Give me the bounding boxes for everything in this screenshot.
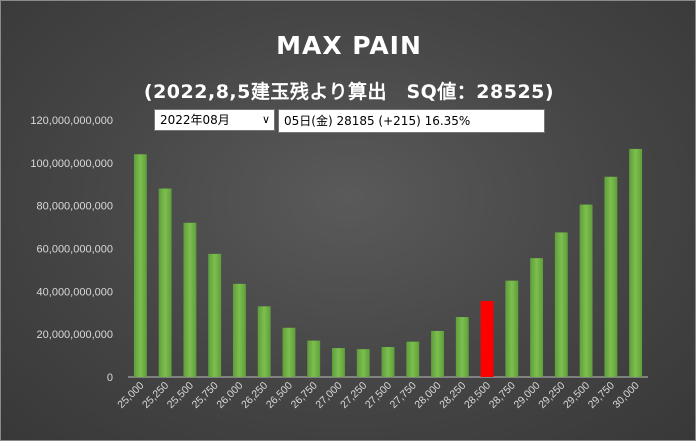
bar xyxy=(257,306,271,377)
x-tick-label: 27,500 xyxy=(363,380,394,411)
chart-title: MAX PAIN xyxy=(276,31,422,60)
price-info-box: 05日(金) 28185 (+215) 16.35% xyxy=(278,109,545,133)
y-tick-label: 120,000,000,000 xyxy=(30,115,113,127)
y-tick-label: 20,000,000,000 xyxy=(37,329,113,341)
bar-highlight xyxy=(480,300,494,377)
x-tick-label: 26,750 xyxy=(289,380,320,411)
bar xyxy=(505,280,519,377)
bar xyxy=(356,349,370,377)
x-tick-label: 27,250 xyxy=(338,380,369,411)
bar xyxy=(406,341,420,377)
x-tick-label: 28,250 xyxy=(437,380,468,411)
bar xyxy=(530,258,544,377)
bar xyxy=(307,340,321,377)
month-select-value: 2022年08月 xyxy=(160,113,230,127)
y-tick-label: 40,000,000,000 xyxy=(37,286,113,298)
x-tick-label: 27,000 xyxy=(313,380,344,411)
bar xyxy=(158,188,172,377)
x-tick-label: 25,000 xyxy=(115,380,146,411)
x-tick-label: 25,500 xyxy=(165,380,196,411)
bar xyxy=(381,347,395,377)
bar xyxy=(183,222,197,377)
y-tick-label: 100,000,000,000 xyxy=(30,158,113,170)
x-tick-label: 27,750 xyxy=(388,380,419,411)
bar xyxy=(554,232,568,377)
bar xyxy=(232,283,246,377)
bar xyxy=(579,204,593,377)
bar xyxy=(332,348,345,377)
x-tick-label: 29,000 xyxy=(511,380,542,411)
chart-subtitle: (2022,8,5建玉残より算出 SQ値：28525) xyxy=(143,81,555,103)
x-tick-label: 29,750 xyxy=(586,380,617,411)
x-tick-label: 25,250 xyxy=(140,380,171,411)
y-tick-label: 60,000,000,000 xyxy=(37,244,113,256)
bar xyxy=(282,327,296,377)
x-tick-label: 28,000 xyxy=(412,380,443,411)
bar xyxy=(431,330,444,377)
chevron-down-icon: ∨ xyxy=(261,113,270,126)
month-select[interactable]: 2022年08月 ∨ xyxy=(154,109,275,131)
y-tick-label: 80,000,000,000 xyxy=(37,201,113,213)
bar xyxy=(133,154,147,377)
x-tick-label: 30,000 xyxy=(611,380,642,411)
x-tick-label: 29,500 xyxy=(561,380,592,411)
bar xyxy=(604,176,618,377)
x-tick-label: 28,500 xyxy=(462,380,493,411)
x-tick-label: 26,500 xyxy=(264,380,295,411)
price-info-text: 05日(金) 28185 (+215) 16.35% xyxy=(284,114,471,128)
x-tick-label: 29,250 xyxy=(536,380,567,411)
y-tick-label: 0 xyxy=(107,372,113,384)
bar xyxy=(208,253,222,377)
x-tick-label: 28,750 xyxy=(487,380,518,411)
bar xyxy=(629,148,643,377)
x-tick-label: 26,250 xyxy=(239,380,270,411)
bar xyxy=(455,317,469,377)
x-tick-label: 26,000 xyxy=(214,380,245,411)
x-tick-label: 25,750 xyxy=(190,380,221,411)
